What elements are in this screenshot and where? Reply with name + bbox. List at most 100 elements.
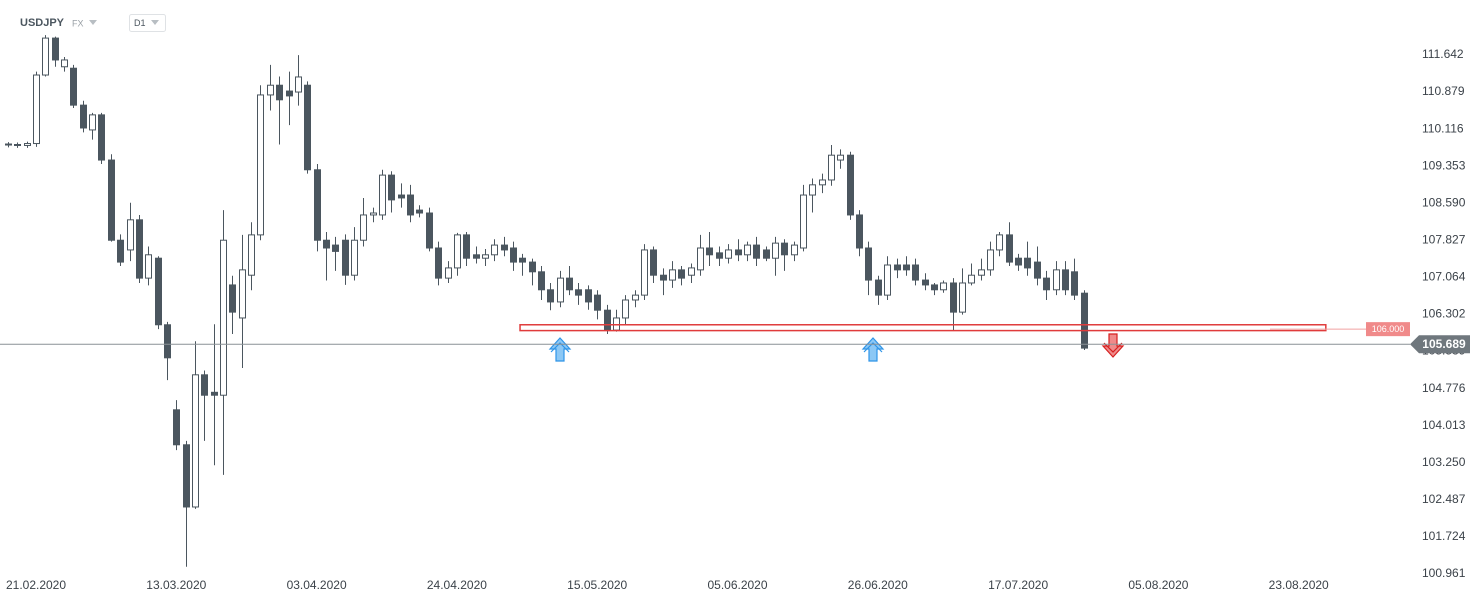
- y-tick-label: 107.827: [1422, 233, 1466, 247]
- interval-select[interactable]: [129, 14, 166, 32]
- market-dropdown[interactable]: [89, 20, 97, 25]
- candle-body: [61, 59, 68, 68]
- candle-body: [884, 264, 891, 296]
- candle-body: [1053, 269, 1060, 291]
- candle-body: [594, 294, 601, 311]
- y-tick-label: 110.116: [1422, 121, 1464, 135]
- candle-body: [388, 174, 395, 201]
- candle-body: [1015, 257, 1022, 266]
- candle-body: [800, 194, 807, 249]
- candle-body: [781, 242, 788, 256]
- candle-body: [473, 254, 480, 259]
- candle-body: [267, 84, 274, 96]
- candle-body: [894, 264, 901, 271]
- candle-body: [370, 212, 377, 216]
- y-tick-label: 106.302: [1422, 307, 1466, 321]
- candle-body: [332, 244, 339, 252]
- plot-area: [5, 35, 1088, 567]
- candle-body: [416, 209, 423, 214]
- candle-body: [323, 239, 330, 249]
- candle-body: [940, 282, 947, 291]
- candle-body: [622, 299, 629, 319]
- candle-body: [875, 279, 882, 296]
- x-tick-label: 15.05.2020: [567, 578, 627, 592]
- candle-body: [566, 277, 573, 291]
- candle-body: [183, 444, 190, 508]
- x-tick-label: 23.08.2020: [1269, 578, 1329, 592]
- candle-body: [407, 194, 414, 216]
- support-zone: [519, 324, 1327, 332]
- candle-body: [276, 84, 283, 101]
- current-price-box: [1410, 335, 1470, 354]
- candle-body: [379, 174, 386, 216]
- candle-body: [641, 249, 648, 296]
- candle-body: [173, 409, 180, 446]
- candle-body: [286, 90, 293, 97]
- candle-body: [912, 264, 919, 281]
- candle-body: [1043, 277, 1050, 291]
- candle-body: [716, 252, 723, 259]
- symbol: USDJPY: [20, 17, 65, 29]
- y-tick-label: 102.487: [1422, 492, 1466, 506]
- y-tick-label: 109.353: [1422, 158, 1466, 172]
- candle-body: [650, 249, 657, 276]
- candle-body: [978, 269, 985, 276]
- candle-body: [1071, 271, 1078, 296]
- level-label-box: [1366, 322, 1410, 337]
- candle-body: [903, 264, 910, 271]
- candle-body: [304, 84, 311, 171]
- candle-body: [257, 94, 264, 236]
- candle-body: [351, 239, 358, 276]
- interval-dropdown: [151, 20, 159, 25]
- candle-body: [1034, 261, 1041, 279]
- candle-body: [575, 289, 582, 296]
- y-tick-label: 104.776: [1422, 381, 1466, 395]
- candle-body: [763, 249, 770, 259]
- candle-body: [706, 247, 713, 256]
- candle-body: [725, 249, 732, 259]
- candle-body: [127, 219, 134, 251]
- interval: D1: [134, 18, 146, 28]
- y-tick-label: 108.590: [1422, 195, 1466, 209]
- candle-body: [837, 154, 844, 161]
- y-tick-label: 110.879: [1422, 84, 1465, 98]
- candle-body: [108, 159, 115, 241]
- market: FX: [72, 18, 84, 28]
- candle-body: [342, 239, 349, 276]
- candle-body: [510, 247, 517, 263]
- candle-body: [145, 254, 152, 279]
- candle-body: [136, 219, 143, 279]
- candle-body: [931, 284, 938, 291]
- candle-body: [865, 247, 872, 281]
- x-tick-label: 05.08.2020: [1128, 578, 1188, 592]
- candle-body: [248, 234, 255, 276]
- candle-body: [239, 269, 246, 319]
- candle-body: [501, 244, 508, 251]
- candle-body: [669, 269, 676, 281]
- candle-body: [547, 289, 554, 303]
- candle-body: [229, 284, 236, 313]
- y-tick-label: 103.250: [1422, 455, 1466, 469]
- candle-body: [959, 282, 966, 313]
- candle-body: [454, 234, 461, 269]
- y-tick-label: 104.013: [1422, 418, 1466, 432]
- candle-body: [744, 244, 751, 256]
- candle-body: [922, 279, 929, 286]
- candle-body: [5, 143, 12, 146]
- candle-body: [660, 274, 667, 281]
- candle-body: [557, 277, 564, 303]
- x-tick-label: 13.03.2020: [146, 578, 206, 592]
- candle-body: [968, 274, 975, 284]
- down-arrow: [1101, 333, 1125, 358]
- candle-body: [155, 257, 162, 326]
- candle-body: [295, 76, 302, 93]
- candle-body: [538, 271, 545, 291]
- candle-body: [360, 214, 367, 241]
- candle-body: [753, 244, 760, 259]
- y-tick-label: 107.064: [1422, 270, 1466, 284]
- candle-body: [24, 143, 31, 146]
- level-label: 106.000: [1372, 324, 1405, 334]
- candle-body: [585, 289, 592, 303]
- candle-body: [117, 239, 124, 263]
